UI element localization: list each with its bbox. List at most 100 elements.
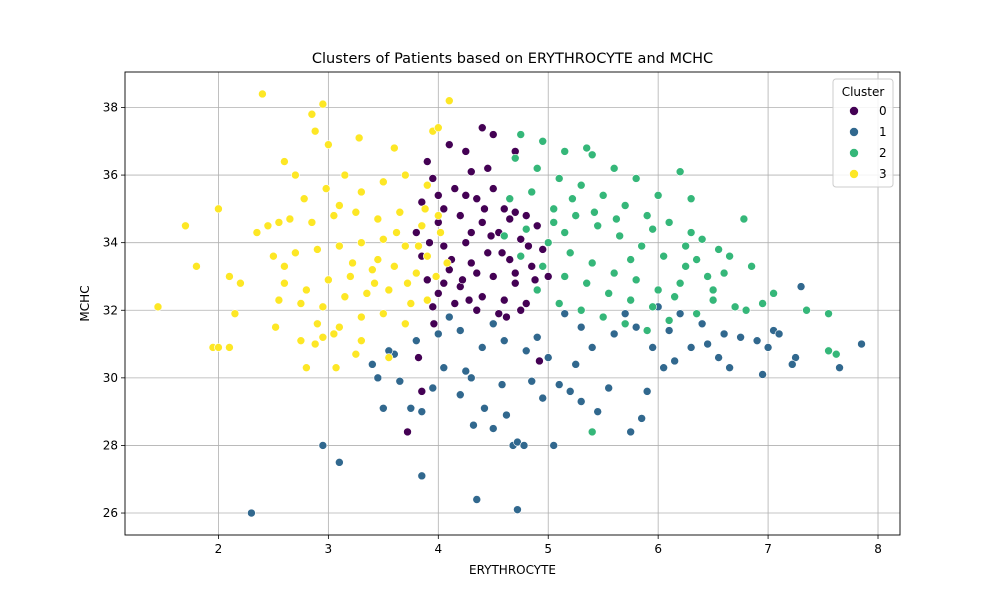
legend-label-3: 3 [879, 167, 887, 181]
scatter-point-cluster-2 [516, 251, 526, 261]
scatter-point-cluster-3 [351, 207, 361, 217]
scatter-point-cluster-2 [739, 214, 749, 224]
scatter-point-cluster-2 [598, 312, 608, 322]
scatter-point-cluster-0 [425, 238, 434, 247]
scatter-point-cluster-0 [417, 387, 427, 396]
scatter-point-cluster-1 [703, 339, 712, 349]
scatter-point-cluster-3 [433, 211, 443, 220]
scatter-point-cluster-2 [730, 302, 740, 312]
scatter-point-cluster-2 [703, 272, 712, 281]
scatter-point-cluster-1 [499, 336, 509, 345]
scatter-point-cluster-2 [626, 255, 635, 264]
scatter-point-cluster-0 [439, 241, 449, 251]
legend-marker-0 [849, 106, 859, 116]
scatter-point-cluster-3 [362, 289, 372, 298]
scatter-point-cluster-3 [324, 140, 333, 149]
scatter-point-cluster-3 [324, 275, 333, 285]
scatter-point-cluster-2 [593, 221, 603, 231]
scatter-point-cluster-3 [321, 184, 331, 193]
scatter-point-cluster-3 [225, 272, 234, 281]
scatter-point-cluster-0 [488, 130, 498, 139]
legend-label-1: 1 [879, 125, 887, 139]
scatter-point-cluster-2 [637, 241, 646, 251]
scatter-point-cluster-0 [543, 272, 553, 281]
scatter-point-cluster-2 [824, 309, 833, 318]
scatter-point-cluster-3 [329, 329, 339, 339]
scatter-point-cluster-2 [642, 211, 652, 220]
scatter-point-cluster-1 [513, 505, 522, 514]
scatter-point-cluster-3 [384, 353, 394, 362]
scatter-point-cluster-0 [472, 268, 482, 278]
scatter-point-cluster-1 [461, 366, 471, 376]
scatter-point-cluster-3 [420, 204, 430, 214]
scatter-point-cluster-3 [379, 234, 388, 244]
scatter-point-cluster-1 [455, 326, 465, 335]
scatter-point-cluster-2 [802, 305, 811, 315]
x-tick-label: 7 [764, 542, 772, 556]
scatter-point-cluster-1 [697, 319, 707, 329]
scatter-point-cluster-3 [442, 258, 452, 268]
x-tick-label: 5 [544, 542, 552, 556]
scatter-point-cluster-2 [670, 292, 679, 302]
scatter-point-cluster-2 [576, 180, 586, 190]
scatter-point-cluster-3 [357, 187, 366, 197]
scatter-point-cluster-3 [214, 343, 223, 352]
scatter-point-cluster-0 [494, 309, 504, 318]
scatter-point-cluster-1 [604, 383, 613, 393]
scatter-point-cluster-3 [331, 363, 341, 373]
scatter-point-cluster-1 [725, 363, 734, 373]
scatter-point-cluster-2 [708, 295, 718, 305]
scatter-point-cluster-2 [675, 278, 685, 288]
scatter-point-cluster-0 [466, 228, 476, 237]
scatter-point-cluster-1 [587, 343, 597, 352]
scatter-point-cluster-1 [787, 360, 797, 369]
scatter-point-cluster-2 [560, 272, 570, 281]
scatter-point-cluster-1 [368, 360, 377, 369]
scatter-point-cluster-3 [296, 299, 306, 308]
scatter-point-cluster-0 [466, 258, 476, 268]
scatter-point-cluster-0 [488, 272, 498, 281]
scatter-point-cluster-2 [758, 299, 767, 308]
scatter-point-cluster-1 [791, 353, 800, 362]
y-tick-label: 32 [103, 303, 118, 317]
scatter-point-cluster-0 [450, 299, 460, 308]
scatter-point-cluster-0 [510, 278, 520, 288]
scatter-point-cluster-2 [686, 194, 696, 204]
scatter-point-cluster-3 [335, 322, 344, 332]
scatter-point-cluster-2 [620, 319, 630, 329]
scatter-point-cluster-1 [571, 360, 581, 369]
scatter-point-cluster-1 [521, 346, 531, 356]
scatter-point-cluster-3 [379, 177, 388, 187]
scatter-point-cluster-3 [401, 170, 410, 180]
scatter-point-cluster-1 [686, 343, 696, 352]
scatter-point-cluster-2 [708, 285, 718, 295]
scatter-point-cluster-1 [444, 312, 454, 322]
scatter-point-cluster-2 [568, 194, 577, 204]
scatter-point-cluster-2 [714, 245, 723, 254]
scatter-point-cluster-2 [626, 295, 635, 305]
scatter-point-cluster-0 [403, 427, 412, 437]
scatter-point-cluster-0 [439, 278, 449, 288]
scatter-point-cluster-2 [543, 238, 553, 247]
plot-frame [124, 71, 901, 536]
scatter-point-cluster-1 [675, 309, 685, 318]
scatter-point-cluster-3 [318, 99, 328, 109]
scatter-point-cluster-3 [351, 349, 361, 359]
scatter-point-cluster-2 [532, 164, 542, 173]
scatter-point-cluster-0 [477, 292, 487, 302]
legend-label-2: 2 [879, 146, 887, 160]
y-tick-label: 26 [103, 506, 118, 520]
legend-box [832, 78, 894, 188]
scatter-point-cluster-2 [681, 262, 690, 271]
scatter-point-cluster-1 [406, 403, 416, 413]
scatter-point-cluster-2 [554, 174, 564, 183]
scatter-point-cluster-1 [835, 363, 844, 373]
scatter-point-cluster-1 [439, 363, 449, 373]
scatter-point-cluster-3 [313, 245, 322, 254]
scatter-point-cluster-3 [214, 204, 223, 214]
scatter-point-cluster-2 [538, 262, 548, 271]
scatter-point-cluster-3 [401, 241, 410, 251]
y-axis-label: MCHC [78, 285, 92, 321]
scatter-point-cluster-3 [335, 241, 344, 251]
